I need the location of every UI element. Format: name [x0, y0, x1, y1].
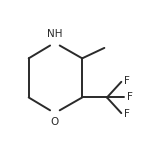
- Text: F: F: [126, 92, 132, 102]
- Text: O: O: [51, 117, 59, 127]
- Text: NH: NH: [47, 29, 63, 39]
- Text: F: F: [124, 109, 130, 119]
- Text: F: F: [124, 75, 130, 86]
